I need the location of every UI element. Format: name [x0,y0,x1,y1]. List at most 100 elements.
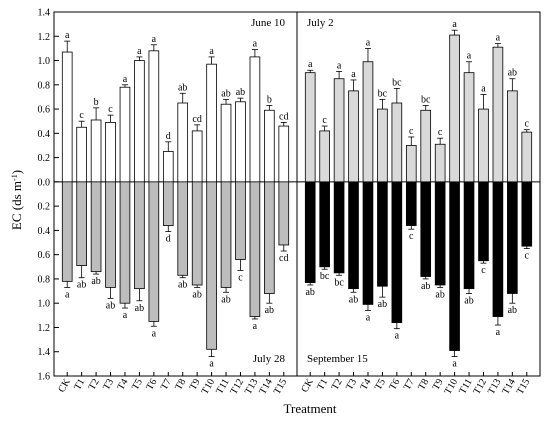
significance-letter: a [351,69,356,80]
significance-letter: bc [334,277,344,288]
significance-letter: a [395,331,400,342]
significance-letter: bc [320,271,330,282]
panel-series-label: September 15 [307,353,368,365]
significance-letter: a [253,321,258,332]
bar [177,102,189,183]
significance-letter: d [166,234,171,245]
significance-letter: a [152,34,157,45]
significance-letter: ab [178,82,187,93]
significance-letter: a [496,33,501,44]
y-tick-label: 0.6 [38,250,51,261]
x-tick-label: T9 [431,377,446,392]
y-tick-label: 1.4 [38,347,51,358]
x-tick-label: T8 [173,377,188,392]
bar [420,181,432,277]
significance-letter: bc [378,88,388,99]
y-tick-label: 1.0 [38,299,51,310]
significance-letter: a [452,359,457,370]
bar [119,86,131,183]
bar [162,151,174,183]
x-tick-label: T14 [257,377,275,396]
significance-letter: ab [378,299,387,310]
x-tick-label: T1 [315,377,330,392]
significance-letter: ab [435,289,444,300]
bar [449,34,460,183]
x-tick-label: T8 [416,377,431,392]
x-tick-label: T2 [87,377,102,392]
bar [191,181,203,286]
bar [521,181,533,247]
significance-letter: a [65,289,70,300]
bar [362,181,374,305]
x-tick-label: CK [299,376,316,394]
bar [405,145,417,183]
bar [333,181,345,274]
bar [220,181,232,288]
significance-letter: a [481,84,486,95]
x-tick-label: T10 [200,377,218,396]
significance-letter: c [481,265,486,276]
bar [405,181,417,226]
significance-letter: bc [392,77,402,88]
bar [278,125,290,183]
x-tick-label: T6 [144,377,159,392]
bar [492,46,504,183]
y-tick-label: 1.6 [38,372,51,383]
x-tick-label: T10 [443,377,461,396]
significance-letter: a [308,59,313,70]
bar [319,130,330,183]
bar [249,56,261,183]
bar [134,181,145,290]
bar [206,181,217,350]
significance-letter: c [525,119,530,130]
significance-letter: c [238,272,243,283]
bar [478,181,489,262]
bar [304,72,316,183]
bar [119,181,131,304]
significance-letter: ab [349,294,358,305]
bar [391,181,403,324]
bar [348,181,359,290]
bar [377,181,388,287]
bar [148,181,160,322]
significance-letter: ab [508,305,517,316]
y-tick-label: 1.2 [38,32,51,43]
x-tick-label: T3 [101,377,116,392]
y-tick-label: 0.0 [38,177,51,188]
significance-letter: a [137,46,142,57]
bar [235,181,246,260]
x-tick-label: T9 [188,377,203,392]
y-tick-label: 0.4 [38,129,51,140]
significance-letter: b [267,94,272,105]
bar [264,109,275,183]
bar [264,181,275,294]
x-tick-label: T15 [272,377,290,396]
bar [377,108,388,183]
bar [76,126,87,183]
significance-letter: ab [178,280,187,291]
bar [220,103,232,183]
significance-letter: cd [279,253,288,264]
significance-letter: ab [464,295,473,306]
y-tick-label: 0.2 [38,202,51,213]
significance-letter: a [65,30,70,41]
bar [162,181,174,226]
significance-letter: a [366,37,371,48]
bar [105,122,116,183]
bar [90,119,102,183]
significance-letter: c [409,126,414,137]
x-tick-label: CK [56,376,73,394]
x-tick-label: T11 [214,377,231,396]
significance-letter: cd [192,114,201,125]
y-tick-label: 1.2 [38,323,51,334]
bar [463,72,475,183]
significance-letter: a [467,51,472,62]
panel-frame [296,11,541,377]
significance-letter: ab [305,287,314,298]
x-tick-label: T1 [72,377,87,392]
bar [278,181,290,246]
significance-letter: ab [192,289,201,300]
x-tick-label: T14 [500,377,518,396]
bar [148,50,160,183]
